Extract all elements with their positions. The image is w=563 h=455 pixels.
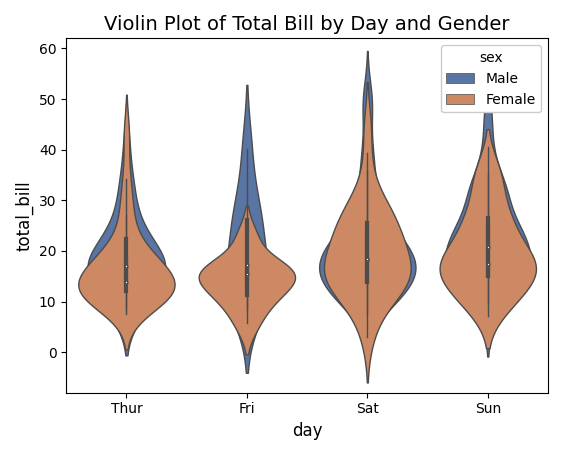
- Point: [242, 271, 251, 278]
- Point: [242, 262, 251, 269]
- Point: [122, 263, 131, 270]
- Point: [483, 244, 492, 251]
- Title: Violin Plot of Total Bill by Day and Gender: Violin Plot of Total Bill by Day and Gen…: [104, 15, 510, 34]
- Y-axis label: total_bill: total_bill: [15, 180, 33, 251]
- Point: [122, 279, 131, 286]
- Point: [363, 256, 372, 263]
- Point: [483, 260, 492, 268]
- X-axis label: day: day: [292, 422, 323, 440]
- Point: [363, 256, 372, 263]
- Legend: Male, Female: Male, Female: [441, 46, 541, 112]
